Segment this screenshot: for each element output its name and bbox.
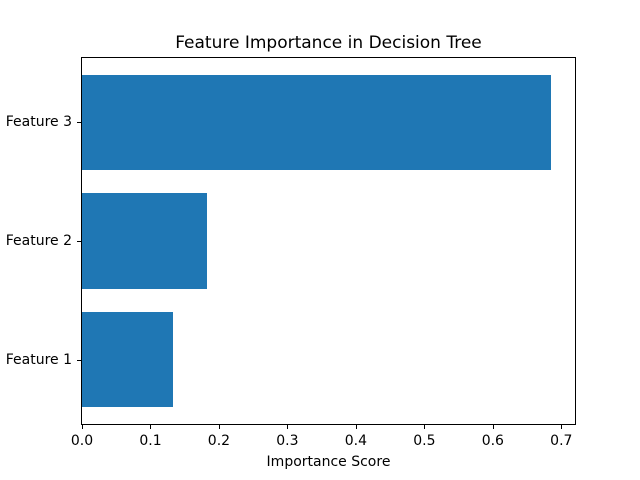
x-tick-label: 0.1	[139, 433, 162, 449]
x-tick	[492, 425, 494, 429]
x-tick	[424, 425, 426, 429]
x-tick-label: 0.2	[207, 433, 231, 449]
y-tick	[77, 359, 81, 361]
y-tick	[77, 122, 81, 124]
chart-title: Feature Importance in Decision Tree	[175, 33, 482, 53]
x-tick-label: 0.7	[550, 433, 573, 449]
y-tick-label: Feature 3	[5, 114, 72, 131]
x-tick-label: 0.5	[413, 433, 436, 449]
bar-feature-3	[82, 74, 552, 170]
plot-area	[81, 57, 576, 425]
x-tick	[287, 425, 289, 429]
x-tick	[218, 425, 220, 429]
y-tick-label: Feature 1	[5, 351, 72, 368]
bar-feature-2	[82, 193, 207, 289]
y-tick	[77, 241, 81, 242]
x-tick-label: 0.6	[481, 433, 504, 449]
x-tick	[355, 425, 357, 429]
x-tick-label: 0.0	[70, 433, 94, 449]
bar-feature-1	[82, 312, 174, 408]
x-axis-label: Importance Score	[266, 454, 391, 470]
y-tick-label: Feature 2	[5, 233, 72, 249]
x-tick	[150, 425, 152, 429]
x-tick	[82, 425, 83, 429]
x-tick	[561, 425, 563, 429]
x-tick-label: 0.4	[344, 433, 368, 449]
x-tick-label: 0.3	[276, 433, 299, 449]
